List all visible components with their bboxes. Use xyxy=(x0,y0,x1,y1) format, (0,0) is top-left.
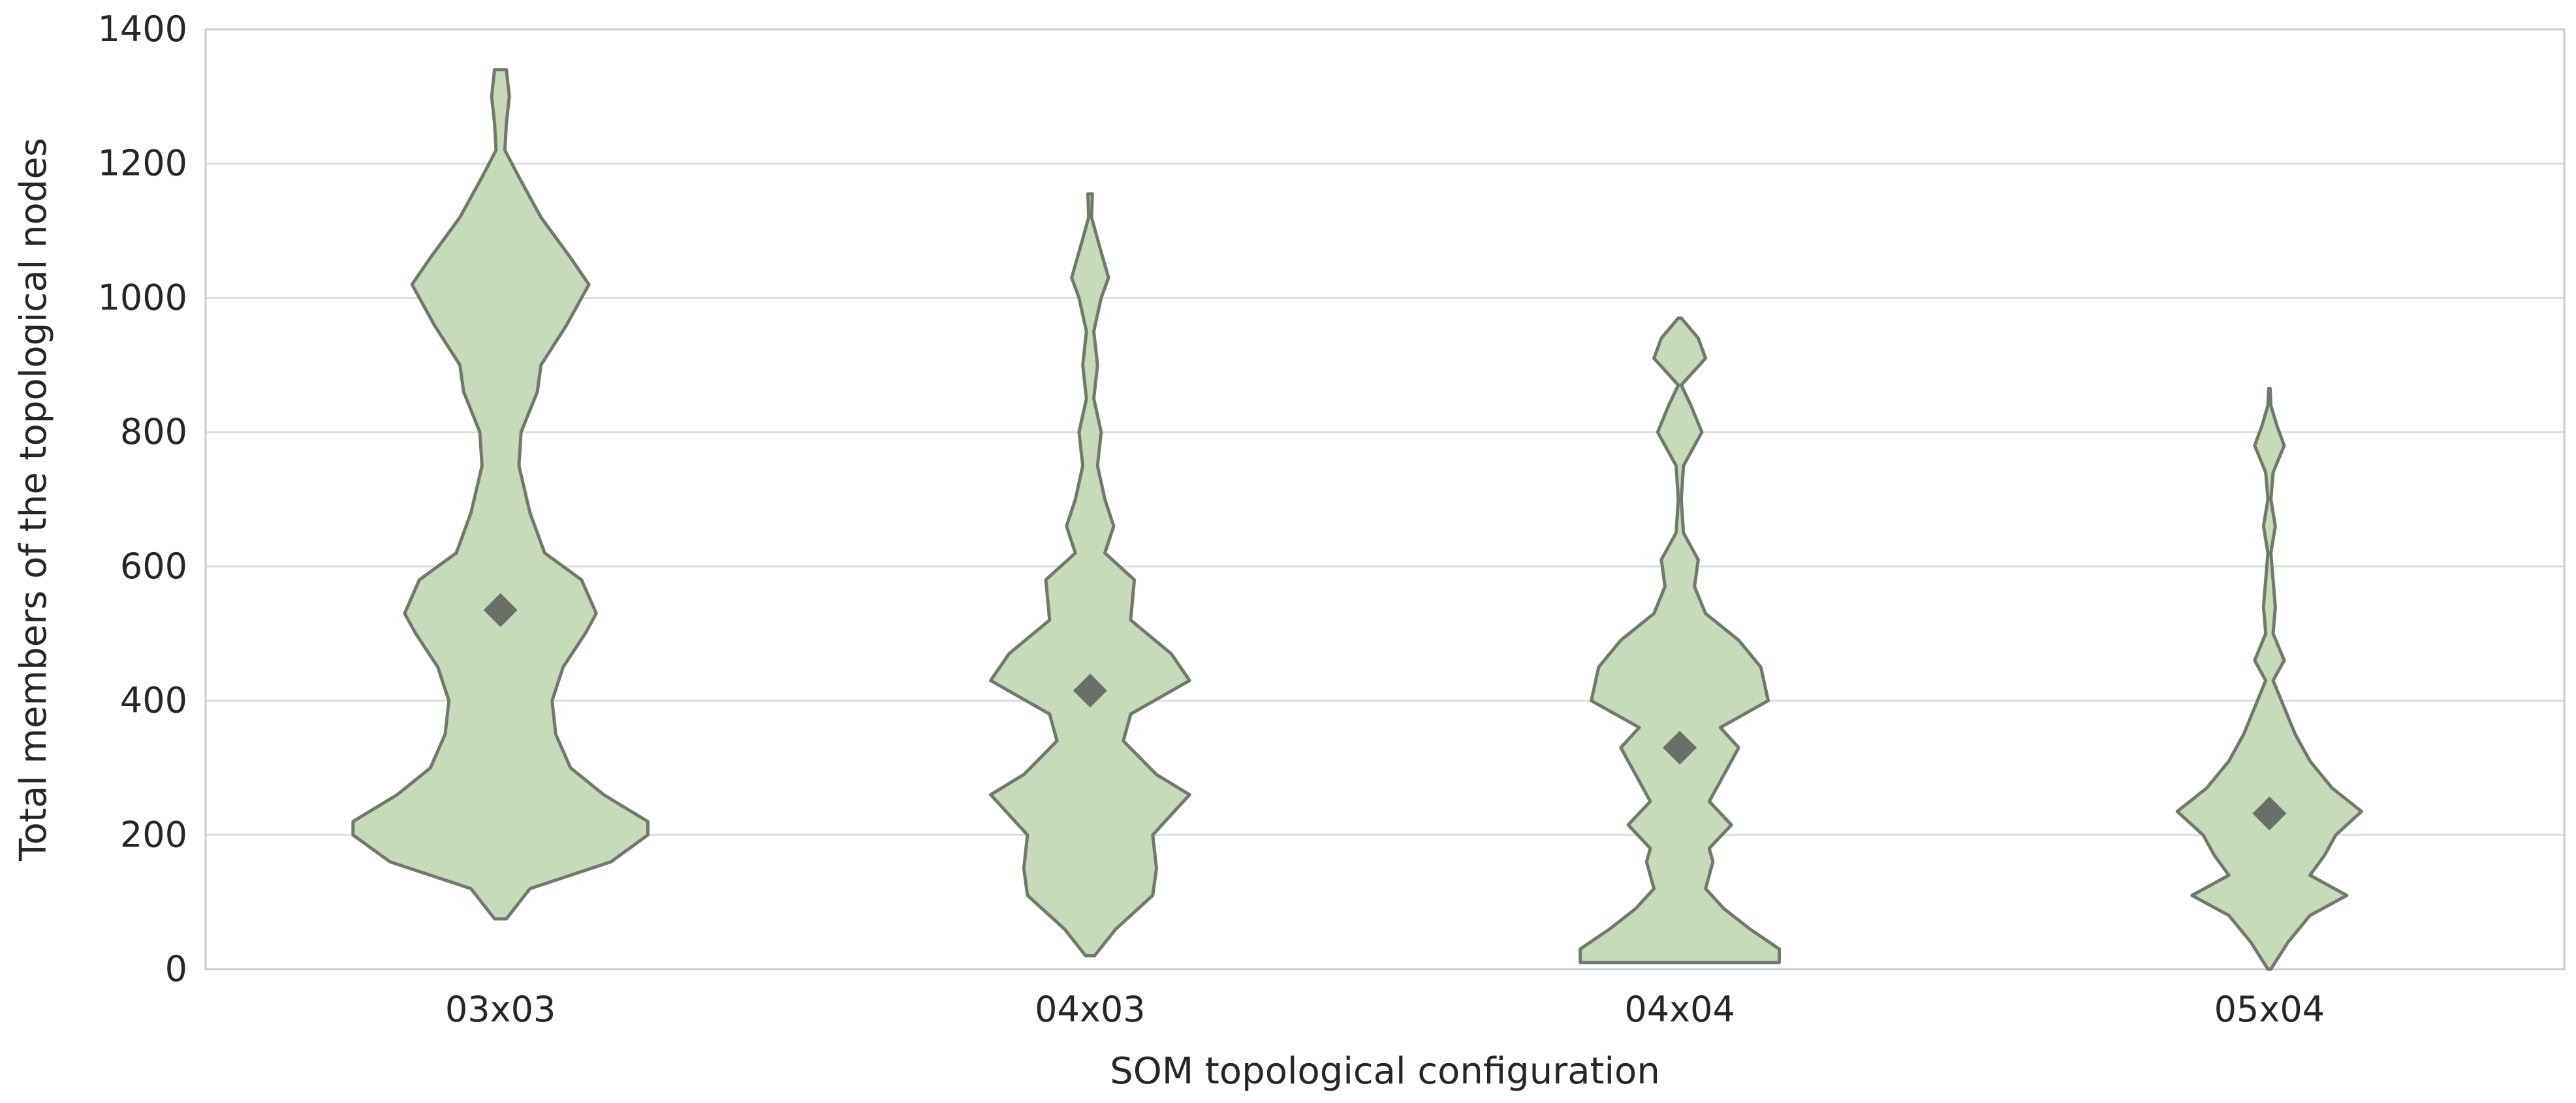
violin-03x03 xyxy=(351,68,650,921)
y-tick-label: 0 xyxy=(165,948,187,989)
y-tick-label: 200 xyxy=(120,814,187,855)
x-tick-label: 04x04 xyxy=(1624,989,1735,1030)
x-axis-label: SOM topological configuration xyxy=(1110,1050,1660,1093)
x-tick-labels: 03x03 04x03 04x04 05x04 xyxy=(445,989,2325,1030)
y-tick-label: 1000 xyxy=(98,277,187,318)
y-tick-label: 1400 xyxy=(98,8,187,50)
y-tick-label: 1200 xyxy=(98,143,187,184)
y-axis-label: Total members of the topological nodes xyxy=(12,138,55,862)
x-tick-label: 04x03 xyxy=(1035,989,1145,1030)
plot-frame xyxy=(204,28,2566,971)
y-tick-label: 400 xyxy=(120,680,187,721)
violin-04x03 xyxy=(989,192,1191,957)
mean-marker-05x04 xyxy=(2252,796,2287,831)
y-tick-label: 800 xyxy=(120,411,187,452)
y-tick-labels: 0 200 400 600 800 1000 1200 1400 xyxy=(98,8,187,989)
y-tick-label: 600 xyxy=(120,546,187,587)
mean-marker-04x03 xyxy=(1073,674,1107,708)
mean-marker-03x03 xyxy=(483,593,518,627)
mean-marker-04x04 xyxy=(1663,730,1697,765)
violin-05x04 xyxy=(2175,386,2363,971)
x-tick-label: 03x03 xyxy=(445,989,556,1030)
violin-layer xyxy=(351,68,2363,971)
x-tick-label: 05x04 xyxy=(2214,989,2325,1030)
violin-04x04 xyxy=(1579,316,1781,965)
